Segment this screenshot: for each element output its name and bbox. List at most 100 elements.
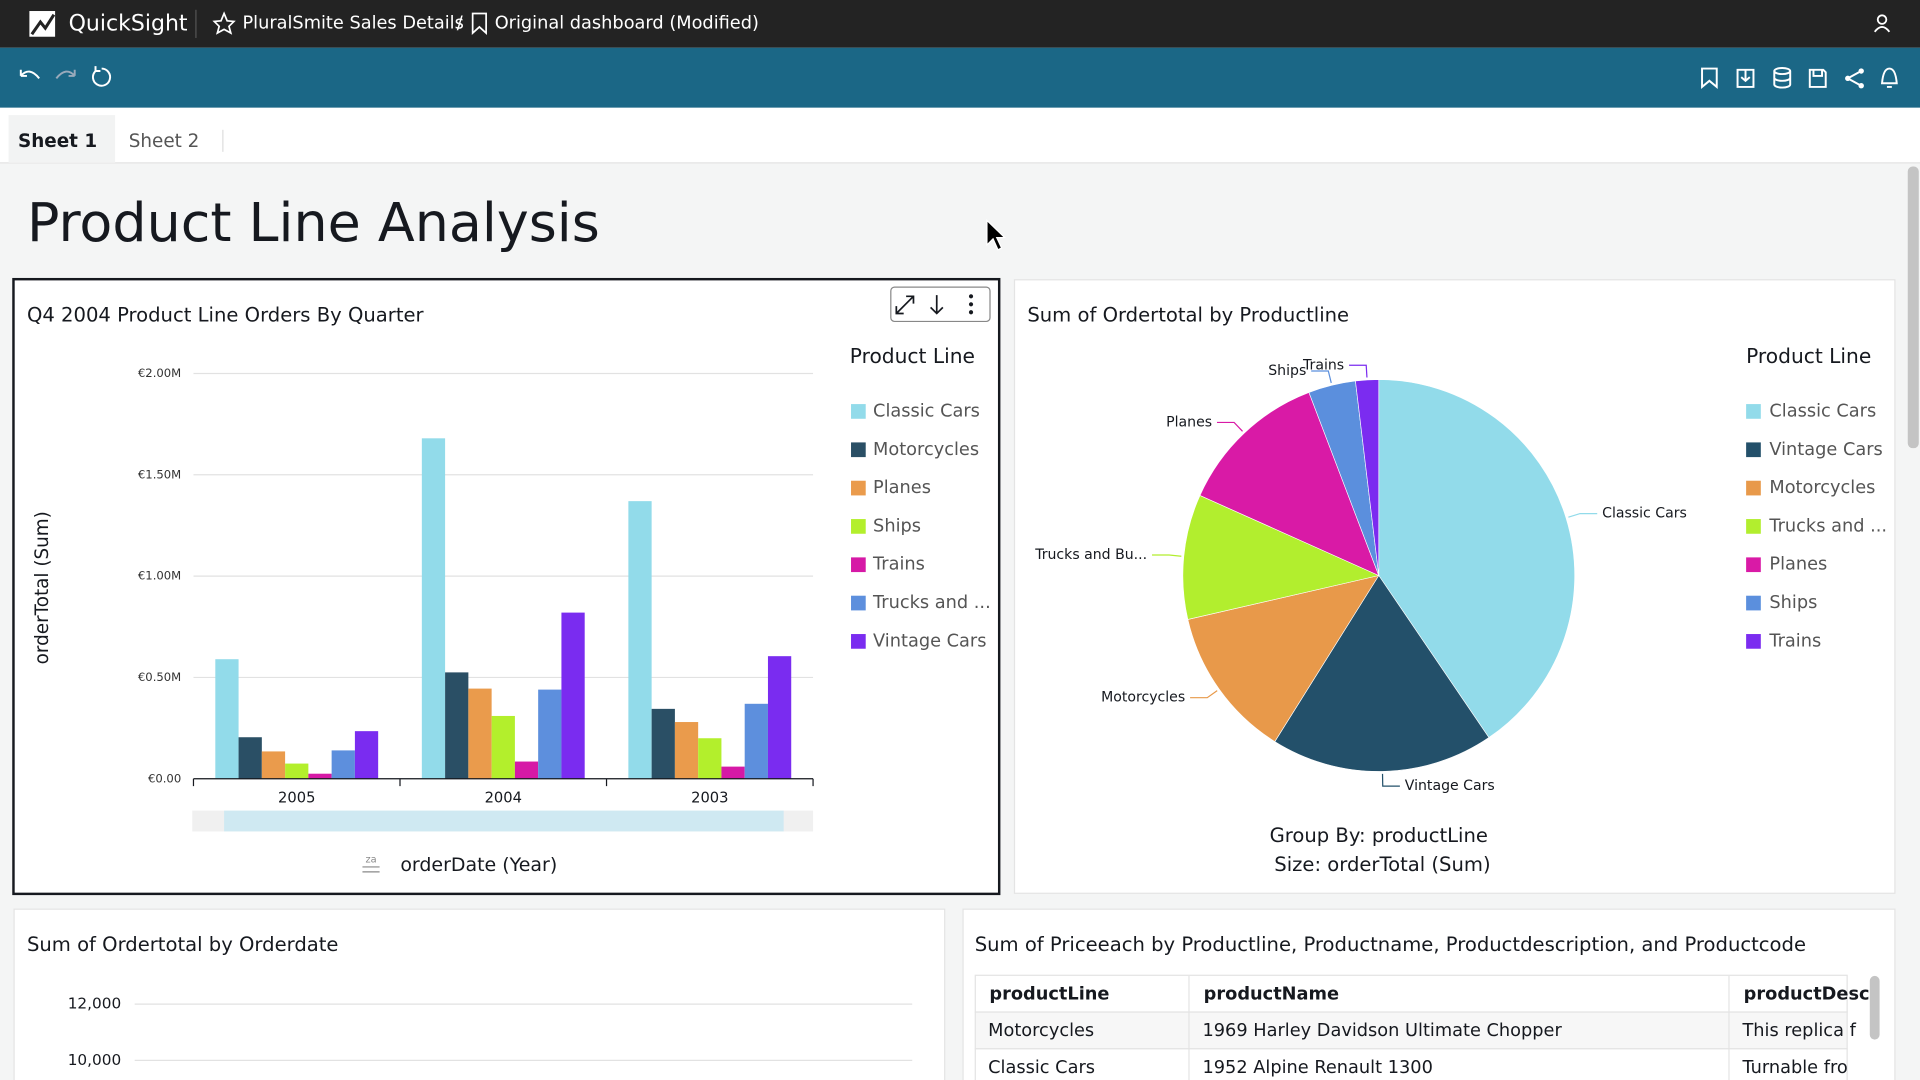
table-cell: 1952 Alpine Renault 1300 [1202,1058,1432,1078]
tab-label[interactable]: Sheet 2 [129,131,200,152]
bar[interactable] [674,722,699,779]
pie-slice[interactable] [1182,495,1380,620]
legend-title: Product Line [1746,344,1871,368]
x-axis-label[interactable]: orderDate (Year) [400,854,557,876]
table-header-row [974,974,1848,1013]
visual-panel[interactable] [12,277,1001,896]
active-tab[interactable] [8,115,116,163]
leader-line [1311,370,1332,384]
legend-label[interactable]: Planes [1769,555,1827,575]
column-header[interactable]: productName [1204,984,1339,1004]
scroll-thumb[interactable] [224,810,784,832]
pie-size: Size: orderTotal (Sum) [1274,853,1490,876]
pie-slice[interactable] [1187,575,1380,743]
toolbar [0,47,1920,108]
bar[interactable] [767,656,792,779]
tab-bar [0,107,1920,163]
column-header[interactable]: productDesc [1744,984,1870,1004]
slice-label: Planes [1166,414,1212,430]
bar[interactable] [331,750,355,779]
bar[interactable] [698,738,722,779]
bar[interactable] [354,731,379,779]
bar[interactable] [308,773,332,779]
legend-swatch [1746,595,1761,611]
table-scrollbar[interactable] [1869,975,1880,1040]
bar[interactable] [538,689,562,779]
favorite-icon[interactable] [212,11,236,35]
slice-label: Ships [1268,363,1306,379]
bar[interactable] [215,659,239,779]
legend-swatch [1746,519,1761,534]
y-tick-label: €2.00M [138,366,181,380]
column-header[interactable]: productLine [989,984,1109,1004]
download-button[interactable] [1736,68,1755,88]
leader-line [1568,512,1598,518]
export-button[interactable] [930,295,944,315]
legend-label[interactable]: Classic Cars [1769,401,1876,421]
legend-label[interactable]: Ships [1769,593,1817,613]
user-icon[interactable] [1873,14,1891,33]
bar[interactable] [651,708,675,779]
bar[interactable] [628,501,652,779]
pie-slice[interactable] [1378,379,1575,738]
table-row[interactable] [974,1048,1848,1080]
legend-label[interactable]: Motorcycles [1769,478,1875,498]
more-button[interactable] [968,294,974,315]
leader-line [1381,773,1400,787]
legend-label[interactable]: Planes [873,478,931,498]
legend-label[interactable]: Trucks and ... [872,593,991,613]
bar[interactable] [468,688,492,779]
bar[interactable] [721,766,745,779]
leader-line [1152,554,1182,557]
x-tick-label: 2004 [485,789,522,806]
slice-label: Trains [1302,357,1344,373]
legend-label[interactable]: Trains [872,555,925,575]
expand-button[interactable] [895,295,915,315]
legend-swatch [1746,442,1761,458]
legend-swatch [1746,557,1761,573]
tab-label[interactable]: Sheet 1 [18,131,97,152]
bar[interactable] [285,763,309,779]
x-tick-label: 2005 [278,789,315,806]
bar[interactable] [744,703,768,779]
legend-swatch [851,480,866,496]
bar[interactable] [445,672,469,779]
table-row[interactable] [974,1011,1848,1050]
legend-label[interactable]: Vintage Cars [1769,440,1882,460]
visual-panel[interactable] [13,908,946,1080]
legend-label[interactable]: Classic Cars [873,401,980,421]
bar[interactable] [514,761,539,779]
bar[interactable] [421,438,446,779]
scrollbar-thumb[interactable] [1907,166,1919,449]
view-name[interactable]: Original dashboard (Modified) [495,13,759,33]
bookmarks-button[interactable] [1701,67,1718,90]
legend-label[interactable]: Trucks and ... [1768,516,1887,536]
leader-line [1190,690,1218,699]
legend-label[interactable]: Ships [873,516,921,536]
legend-label[interactable]: Vintage Cars [873,631,986,651]
bar[interactable] [238,737,262,779]
logo[interactable] [29,11,56,37]
data-button[interactable] [1773,67,1792,89]
undo-button[interactable] [19,69,40,79]
pie-slice[interactable] [1199,392,1380,577]
pie-slice[interactable] [1355,379,1380,576]
reset-button[interactable] [91,66,112,87]
save-button[interactable] [1808,68,1827,88]
table-cell: Turnable fro [1741,1058,1847,1078]
legend-label[interactable]: Motorcycles [873,440,979,460]
slice-label: Motorcycles [1101,690,1185,706]
sort-icon[interactable] [362,866,380,873]
app-name[interactable]: QuickSight [69,11,188,36]
bar[interactable] [491,715,515,779]
dashboard-name[interactable]: PluralSmite Sales Details [242,13,463,33]
legend-label[interactable]: Trains [1768,631,1821,651]
bookmark-icon [471,12,487,35]
redo-button[interactable] [55,69,76,79]
share-dots [1845,68,1864,89]
bar[interactable] [261,751,286,779]
alerts-button[interactable] [1880,67,1898,88]
pie-slice[interactable] [1274,574,1490,772]
bar[interactable] [561,612,585,779]
